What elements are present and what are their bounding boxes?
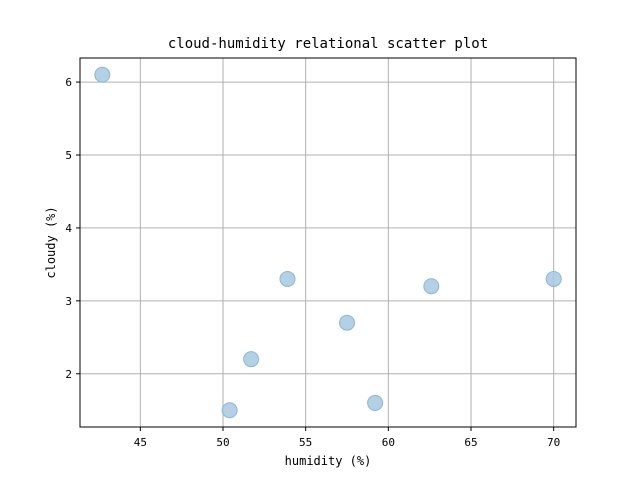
y-tick-label: 5 bbox=[65, 149, 72, 162]
scatter-point bbox=[221, 402, 238, 419]
y-tick-label: 6 bbox=[65, 76, 72, 89]
y-axis-label: cloudy (%) bbox=[44, 206, 58, 278]
chart-title: cloud-humidity relational scatter plot bbox=[168, 36, 488, 52]
scatter-point bbox=[279, 270, 296, 287]
points-layer bbox=[94, 66, 562, 419]
x-tick-label: 60 bbox=[382, 436, 395, 449]
scatter-point bbox=[243, 351, 260, 368]
x-tick-label: 70 bbox=[547, 436, 560, 449]
x-axis-label: humidity (%) bbox=[285, 454, 372, 468]
plot-frame bbox=[79, 57, 577, 428]
x-tick-label: 50 bbox=[216, 436, 229, 449]
x-tick-label: 65 bbox=[464, 436, 477, 449]
x-tick-label: 55 bbox=[299, 436, 312, 449]
scatter-point bbox=[423, 278, 440, 295]
scatter-point bbox=[94, 66, 111, 83]
y-tick-label: 2 bbox=[65, 368, 72, 381]
scatter-point bbox=[367, 394, 384, 411]
y-tick-label: 3 bbox=[65, 295, 72, 308]
grid bbox=[80, 58, 576, 427]
y-tick-label: 4 bbox=[65, 222, 72, 235]
x-tick-label: 45 bbox=[134, 436, 147, 449]
scatter-point bbox=[545, 270, 562, 287]
scatter-point bbox=[339, 314, 356, 331]
